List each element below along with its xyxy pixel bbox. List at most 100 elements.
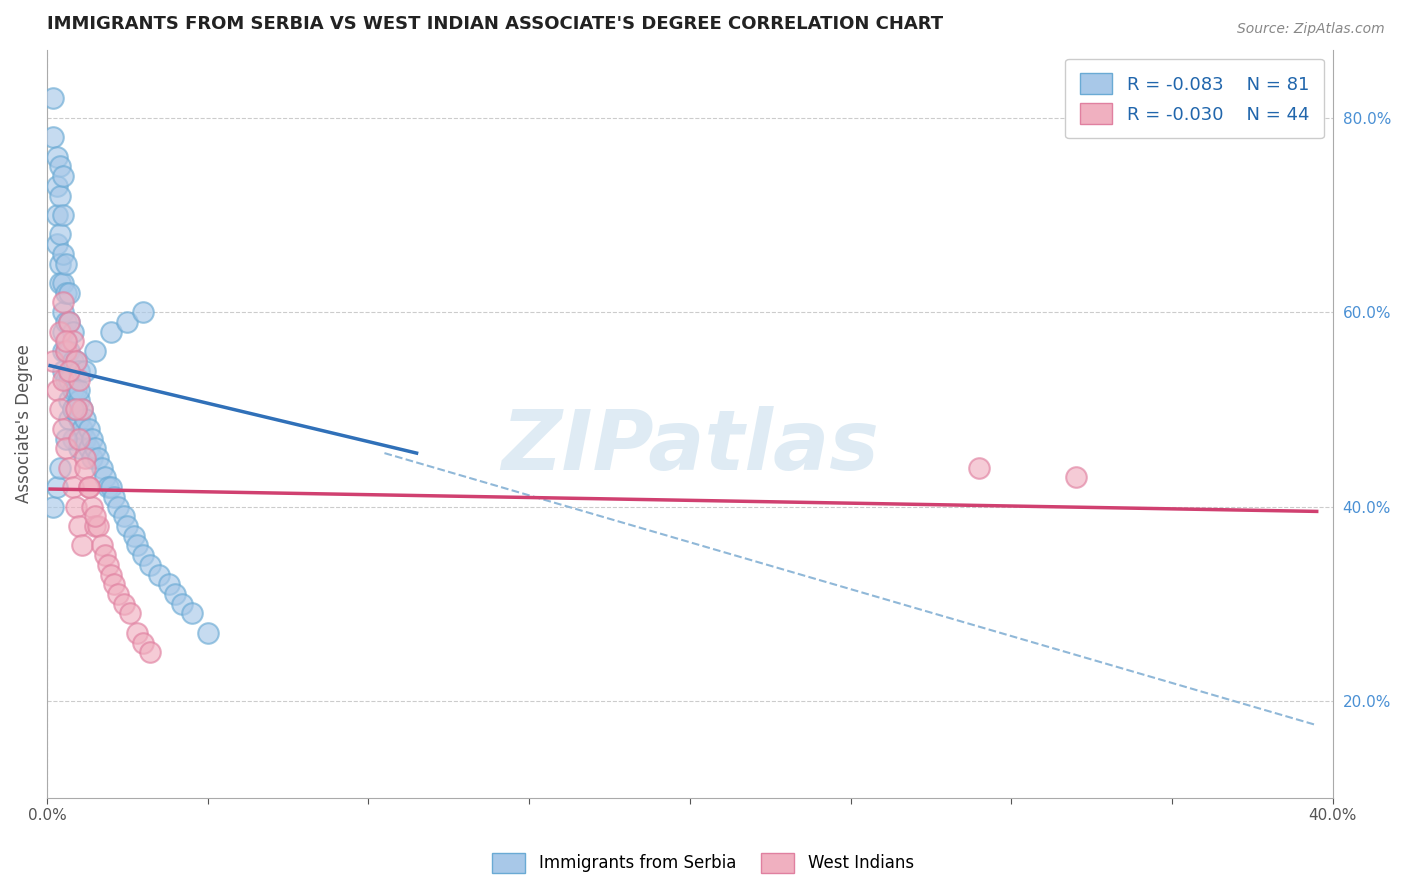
Point (65, 353, 87, 368)
Point (165, 587, 187, 601)
Point (80, 450, 103, 465)
Point (77, 480, 100, 494)
Point (77, 422, 100, 436)
Point (97, 558, 120, 572)
Point (117, 315, 139, 329)
Point (42, 130, 65, 145)
Point (180, 607, 202, 621)
Legend: R = -0.083    N = 81, R = -0.030    N = 44: R = -0.083 N = 81, R = -0.030 N = 44 (1066, 59, 1324, 138)
Point (197, 625, 219, 640)
Point (67, 373, 90, 387)
Point (65, 402, 87, 417)
Point (48, 188, 70, 202)
Point (139, 645, 162, 659)
Point (55, 344, 77, 359)
Point (84, 509, 107, 524)
Point (87, 450, 110, 465)
Point (62, 325, 84, 339)
Point (67, 519, 90, 533)
Point (100, 325, 122, 339)
Point (52, 247, 75, 261)
Point (45, 178, 67, 193)
Point (67, 392, 90, 407)
Point (45, 150, 67, 164)
Point (84, 519, 107, 533)
Point (87, 519, 110, 533)
Text: IMMIGRANTS FROM SERBIA VS WEST INDIAN ASSOCIATE'S DEGREE CORRELATION CHART: IMMIGRANTS FROM SERBIA VS WEST INDIAN AS… (46, 15, 943, 33)
Point (45, 237, 67, 252)
Point (55, 334, 77, 349)
Point (103, 577, 125, 591)
Point (90, 538, 112, 552)
Point (62, 402, 84, 417)
Point (75, 460, 97, 475)
Point (94, 470, 117, 484)
Legend: Immigrants from Serbia, West Indians: Immigrants from Serbia, West Indians (485, 847, 921, 880)
Point (67, 412, 90, 426)
Point (58, 285, 80, 300)
Point (55, 432, 77, 446)
Point (52, 363, 75, 377)
Point (67, 432, 90, 446)
Point (70, 402, 93, 417)
Point (58, 373, 80, 387)
Point (65, 383, 87, 397)
Point (117, 519, 139, 533)
Point (42, 91, 65, 105)
Point (97, 480, 120, 494)
Point (58, 363, 80, 377)
Point (132, 548, 155, 562)
Point (55, 344, 77, 359)
Point (58, 344, 80, 359)
Point (52, 305, 75, 319)
Point (70, 402, 93, 417)
Point (55, 373, 77, 387)
Point (48, 160, 70, 174)
Point (70, 422, 93, 436)
Point (157, 577, 180, 591)
Point (112, 597, 135, 611)
Point (67, 383, 90, 397)
Point (62, 334, 84, 349)
Point (52, 325, 75, 339)
Point (75, 363, 97, 377)
Point (65, 353, 87, 368)
Point (70, 538, 93, 552)
Text: Source: ZipAtlas.com: Source: ZipAtlas.com (1237, 22, 1385, 37)
Point (67, 442, 90, 456)
Point (58, 412, 80, 426)
Point (94, 548, 117, 562)
Point (65, 500, 87, 514)
Point (90, 460, 112, 475)
Point (80, 432, 103, 446)
Point (42, 353, 65, 368)
Point (52, 208, 75, 222)
Point (48, 460, 70, 475)
Point (107, 587, 129, 601)
Point (107, 500, 129, 514)
Point (62, 432, 84, 446)
Point (58, 315, 80, 329)
Point (62, 353, 84, 368)
Point (170, 597, 193, 611)
Point (48, 402, 70, 417)
Point (48, 325, 70, 339)
Point (52, 344, 75, 359)
Point (48, 276, 70, 290)
Point (52, 295, 75, 310)
Point (52, 422, 75, 436)
Point (62, 480, 84, 494)
Point (967, 460, 990, 475)
Point (77, 442, 100, 456)
Point (55, 315, 77, 329)
Point (132, 305, 155, 319)
Point (45, 383, 67, 397)
Point (55, 442, 77, 456)
Point (75, 450, 97, 465)
Point (58, 315, 80, 329)
Point (58, 460, 80, 475)
Point (45, 208, 67, 222)
Point (1064, 470, 1087, 484)
Point (42, 500, 65, 514)
Point (75, 412, 97, 426)
